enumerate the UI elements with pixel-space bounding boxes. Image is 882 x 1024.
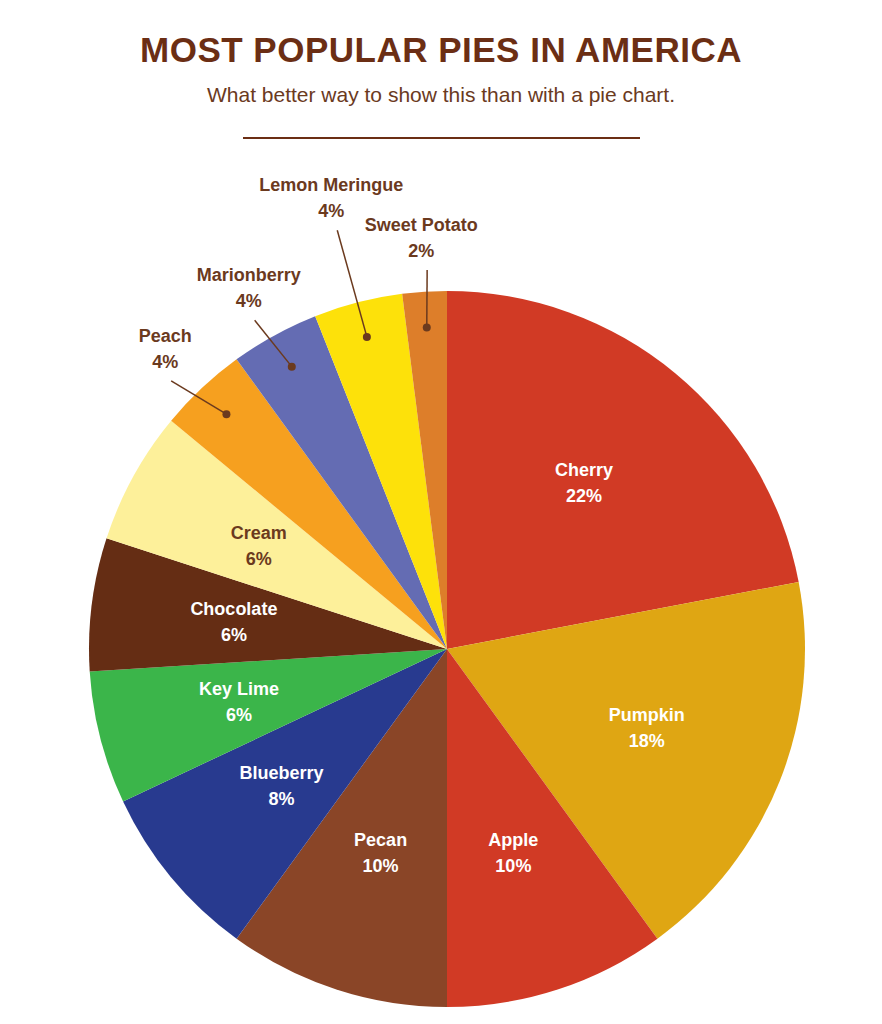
svg-text:Pumpkin: Pumpkin [609,705,685,725]
svg-text:10%: 10% [495,856,531,876]
svg-text:Lemon Meringue: Lemon Meringue [259,175,403,195]
svg-text:Marionberry: Marionberry [197,265,301,285]
svg-text:22%: 22% [566,486,602,506]
svg-text:6%: 6% [226,705,252,725]
svg-text:18%: 18% [629,731,665,751]
svg-text:Pecan: Pecan [354,830,407,850]
svg-text:Cherry: Cherry [555,460,613,480]
html-text:MOST POPULAR PIES IN AMERICA: MOST POPULAR PIES IN AMERICA [140,30,742,69]
svg-text:Sweet Potato: Sweet Potato [365,215,478,235]
svg-text:6%: 6% [221,625,247,645]
svg-text:8%: 8% [268,789,294,809]
svg-text:2%: 2% [408,241,434,261]
svg-text:6%: 6% [246,549,272,569]
svg-text:Cream: Cream [231,523,287,543]
svg-text:4%: 4% [318,201,344,221]
svg-text:Peach: Peach [139,326,192,346]
svg-text:4%: 4% [236,291,262,311]
svg-text:4%: 4% [152,352,178,372]
svg-text:10%: 10% [363,856,399,876]
svg-text:Apple: Apple [488,830,538,850]
svg-text:Chocolate: Chocolate [190,599,277,619]
svg-text:Blueberry: Blueberry [239,763,323,783]
svg-text:Key Lime: Key Lime [199,679,279,699]
html-text:What better way to show this t: What better way to show this than with a… [207,83,675,106]
